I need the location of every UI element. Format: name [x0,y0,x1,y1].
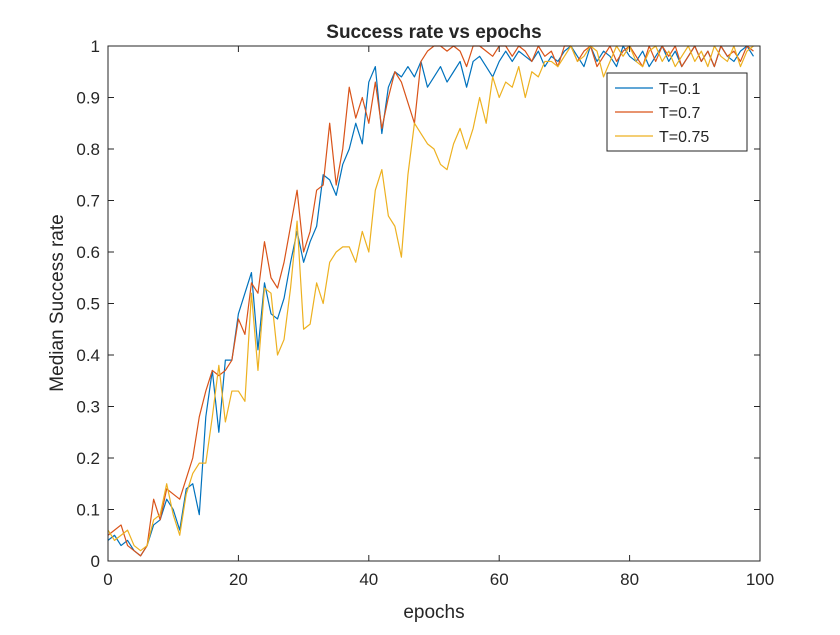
legend-label-1: T=0.1 [659,81,700,98]
y-tick-label: 0.5 [76,295,100,314]
y-tick-label: 0.1 [76,501,100,520]
x-tick-label: 60 [490,570,509,589]
y-axis-label: Median Success rate [47,214,68,391]
x-axis-label: epochs [403,602,464,623]
legend-label-2: T=0.7 [659,105,700,122]
x-tick-label: 80 [620,570,639,589]
legend-label-3: T=0.75 [659,129,709,146]
legend: T=0.1 T=0.7 T=0.75 [606,72,748,152]
y-tick-label: 0 [91,552,100,571]
y-tick-label: 0.2 [76,449,100,468]
series-line-2 [107,45,754,557]
y-tick-label: 0.6 [76,243,100,262]
y-tick-label: 0.3 [76,398,100,417]
series-line-3 [107,45,754,552]
x-tick-label: 100 [746,570,774,589]
chart-title: Success rate vs epochs [326,22,541,43]
y-tick-label: 1 [91,37,100,56]
x-tick-label: 0 [103,570,112,589]
y-tick-label: 0.4 [76,346,100,365]
x-tick-label: 20 [229,570,248,589]
series-layer [107,45,754,557]
x-tick-label: 40 [359,570,378,589]
y-tick-label: 0.7 [76,192,100,211]
y-tick-label: 0.8 [76,140,100,159]
y-tick-label: 0.9 [76,89,100,108]
ticks-layer: 0 20 40 60 80 100 0 0.1 0.2 0.3 0.4 0.5 0.6 0.7 0.8 0.9… [76,37,774,589]
